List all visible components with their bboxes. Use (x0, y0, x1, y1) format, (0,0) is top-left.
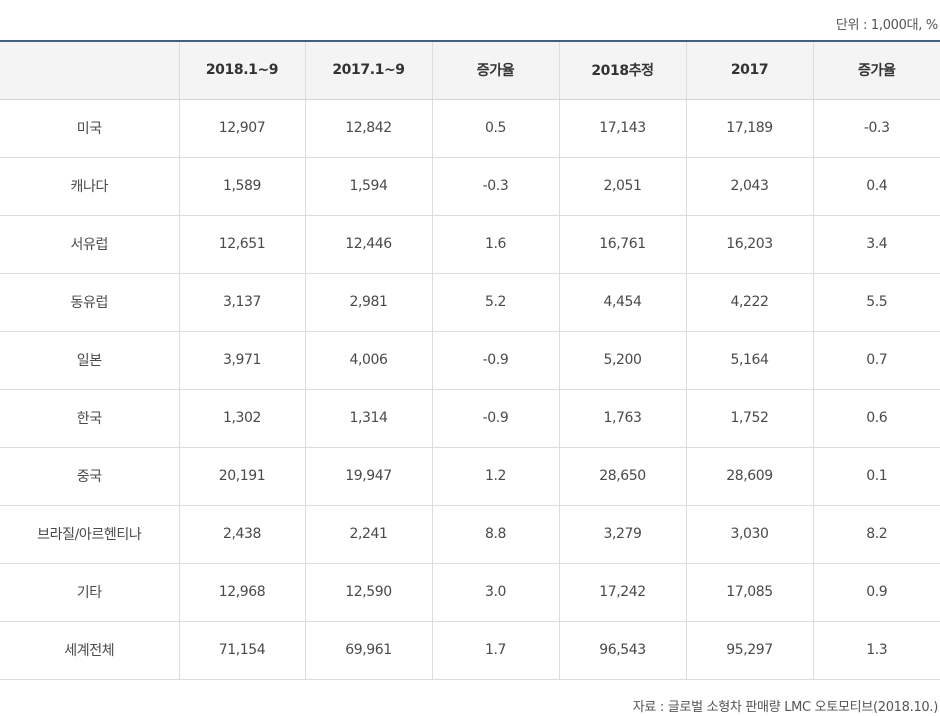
table-cell: 3,971 (178, 331, 305, 390)
region-cell: 일본 (0, 331, 179, 390)
table-cell: 5,200 (558, 331, 686, 390)
region-cell: 미국 (0, 99, 179, 158)
table-row: 동유럽 3,137 2,981 5.2 4,454 4,222 5.5 (0, 273, 940, 332)
table-cell: 3.0 (431, 563, 559, 622)
region-cell: 한국 (0, 389, 179, 448)
table-cell: 4,222 (685, 273, 813, 332)
table-cell: 0.1 (812, 447, 940, 506)
header-growth-rate-ytd: 증가율 (431, 40, 559, 100)
table-cell: 8.8 (431, 505, 559, 564)
table-cell: 1.3 (812, 621, 940, 680)
region-cell: 세계전체 (0, 621, 179, 680)
table-cell: 3,137 (178, 273, 305, 332)
region-cell: 캐나다 (0, 157, 179, 216)
table-cell: 16,203 (685, 215, 813, 274)
table-cell: 1,763 (558, 389, 686, 448)
table-cell: 96,543 (558, 621, 686, 680)
table-cell: 1,589 (178, 157, 305, 216)
table-cell: 1.2 (431, 447, 559, 506)
table-cell: 71,154 (178, 621, 305, 680)
header-2017-jan-sep: 2017.1~9 (304, 40, 432, 100)
table-row: 캐나다 1,589 1,594 -0.3 2,051 2,043 0.4 (0, 157, 940, 216)
table-row: 한국 1,302 1,314 -0.9 1,763 1,752 0.6 (0, 389, 940, 448)
table-cell: -0.3 (431, 157, 559, 216)
table-cell: 2,981 (304, 273, 432, 332)
table-cell: 1.7 (431, 621, 559, 680)
table-header-row: 2018.1~9 2017.1~9 증가율 2018추정 2017 증가율 (0, 40, 940, 100)
table-cell: 2,438 (178, 505, 305, 564)
header-2018-jan-sep: 2018.1~9 (178, 40, 305, 100)
table-cell: 1,314 (304, 389, 432, 448)
region-cell: 서유럽 (0, 215, 179, 274)
table-cell: 2,241 (304, 505, 432, 564)
region-cell: 중국 (0, 447, 179, 506)
table-cell: 1,594 (304, 157, 432, 216)
table-cell: 0.7 (812, 331, 940, 390)
table-cell: 12,842 (304, 99, 432, 158)
table-row: 브라질/아르헨티나 2,438 2,241 8.8 3,279 3,030 8.… (0, 505, 940, 564)
table-cell: -0.9 (431, 389, 559, 448)
table-cell: 0.4 (812, 157, 940, 216)
table-row: 일본 3,971 4,006 -0.9 5,200 5,164 0.7 (0, 331, 940, 390)
table-cell: 28,609 (685, 447, 813, 506)
table-row: 서유럽 12,651 12,446 1.6 16,761 16,203 3.4 (0, 215, 940, 274)
table-cell: 1,302 (178, 389, 305, 448)
table-cell: 5,164 (685, 331, 813, 390)
table-row: 중국 20,191 19,947 1.2 28,650 28,609 0.1 (0, 447, 940, 506)
table-cell: 12,590 (304, 563, 432, 622)
sales-table: 2018.1~9 2017.1~9 증가율 2018추정 2017 증가율 미국… (0, 40, 940, 680)
table-cell: 8.2 (812, 505, 940, 564)
unit-note: 단위 : 1,000대, % (835, 18, 938, 33)
table-cell: 12,446 (304, 215, 432, 274)
table-cell: 12,651 (178, 215, 305, 274)
table-cell: 16,761 (558, 215, 686, 274)
table-cell: 12,907 (178, 99, 305, 158)
header-2017: 2017 (685, 40, 813, 100)
table-cell: 4,454 (558, 273, 686, 332)
table-cell: 28,650 (558, 447, 686, 506)
table-row: 미국 12,907 12,842 0.5 17,143 17,189 -0.3 (0, 99, 940, 158)
table-cell: 0.5 (431, 99, 559, 158)
table-cell: 5.2 (431, 273, 559, 332)
region-cell: 기타 (0, 563, 179, 622)
table-cell: 5.5 (812, 273, 940, 332)
table-cell: 17,143 (558, 99, 686, 158)
table-cell: -0.9 (431, 331, 559, 390)
table-cell: 20,191 (178, 447, 305, 506)
table-cell: 0.6 (812, 389, 940, 448)
header-growth-rate-annual: 증가율 (812, 40, 940, 100)
table-cell: 17,085 (685, 563, 813, 622)
region-cell: 동유럽 (0, 273, 179, 332)
region-cell: 브라질/아르헨티나 (0, 505, 179, 564)
source-note: 자료 : 글로벌 소형차 판매량 LMC 오토모티브(2018.10.) (632, 700, 939, 715)
table-cell: 17,242 (558, 563, 686, 622)
table-cell: 19,947 (304, 447, 432, 506)
table-cell: 1.6 (431, 215, 559, 274)
table-cell: 12,968 (178, 563, 305, 622)
table-cell: 3.4 (812, 215, 940, 274)
table-cell: 1,752 (685, 389, 813, 448)
table-cell: 0.9 (812, 563, 940, 622)
table-cell: 17,189 (685, 99, 813, 158)
table-cell: 2,043 (685, 157, 813, 216)
header-region (0, 40, 179, 100)
table-cell: 69,961 (304, 621, 432, 680)
header-2018-estimate: 2018추정 (558, 40, 686, 100)
table-cell: 95,297 (685, 621, 813, 680)
table-cell: -0.3 (812, 99, 940, 158)
table-cell: 3,279 (558, 505, 686, 564)
table-row-total: 세계전체 71,154 69,961 1.7 96,543 95,297 1.3 (0, 621, 940, 680)
table-cell: 2,051 (558, 157, 686, 216)
table-row: 기타 12,968 12,590 3.0 17,242 17,085 0.9 (0, 563, 940, 622)
table-cell: 3,030 (685, 505, 813, 564)
table-cell: 4,006 (304, 331, 432, 390)
